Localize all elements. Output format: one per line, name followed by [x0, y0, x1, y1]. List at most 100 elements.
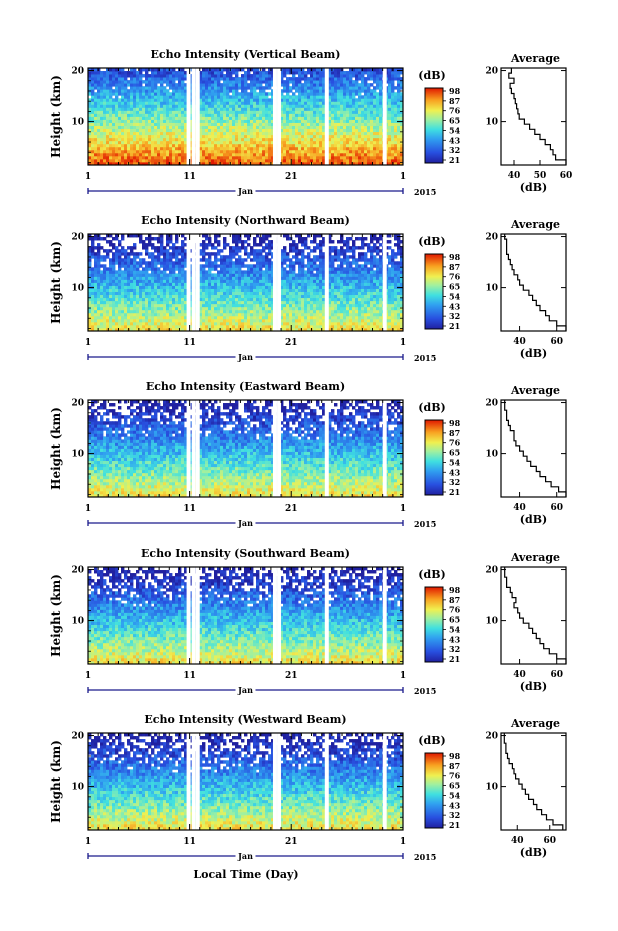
- heatmap-cell: [337, 104, 341, 108]
- heatmap-cell: [316, 86, 320, 90]
- heatmap-cell: [283, 288, 287, 292]
- heatmap-cell: [364, 95, 368, 99]
- heatmap-cell: [244, 89, 248, 93]
- heatmap-cell: [205, 110, 209, 114]
- heatmap-cell: [259, 149, 263, 154]
- heatmap-cell: [151, 71, 155, 75]
- heatmap-cell: [214, 288, 218, 292]
- heatmap-cell: [319, 324, 323, 329]
- heatmap-cell: [112, 315, 116, 320]
- heatmap-cell: [376, 152, 380, 157]
- heatmap-cell: [235, 303, 239, 308]
- heatmap-cell: [229, 321, 233, 326]
- heatmap-cell: [358, 155, 362, 160]
- heatmap-cell: [328, 146, 332, 151]
- heatmap-cell: [349, 149, 353, 154]
- heatmap-cell: [223, 327, 227, 332]
- heatmap-cell: [247, 122, 251, 126]
- heatmap-cell: [376, 125, 380, 130]
- heatmap-cell: [145, 98, 149, 102]
- heatmap-cell: [97, 300, 101, 305]
- heatmap-cell: [280, 134, 284, 139]
- heatmap-cell: [154, 303, 158, 308]
- heatmap-cell: [217, 71, 221, 75]
- heatmap-cell: [241, 146, 245, 151]
- heatmap-cell: [229, 149, 233, 154]
- heatmap-cell: [211, 71, 215, 75]
- heatmap-cell: [235, 107, 239, 111]
- heatmap-cell: [337, 315, 341, 320]
- heatmap-cell: [343, 291, 347, 296]
- heatmap-cell: [397, 113, 401, 117]
- heatmap-cell: [94, 104, 98, 108]
- heatmap-cell: [397, 137, 401, 142]
- heatmap-cell: [232, 86, 236, 90]
- heatmap-cell: [238, 318, 242, 323]
- heatmap-cell: [214, 68, 218, 72]
- heatmap-cell: [268, 131, 272, 136]
- heatmap-cell: [133, 303, 137, 308]
- heatmap-cell: [271, 327, 275, 332]
- heatmap-cell: [148, 92, 152, 96]
- heatmap-cell: [136, 110, 140, 114]
- heatmap-cell: [133, 107, 137, 111]
- heatmap-cell: [358, 95, 362, 99]
- heatmap-cell: [280, 83, 284, 87]
- heatmap-cell: [316, 107, 320, 111]
- heatmap-cell: [226, 297, 230, 302]
- heatmap-cell: [334, 318, 338, 323]
- heatmap-cell: [142, 107, 146, 111]
- heatmap-cell: [379, 155, 383, 160]
- heatmap-cell: [121, 143, 125, 148]
- heatmap-cell: [253, 288, 257, 292]
- heatmap-cell: [109, 318, 113, 323]
- heatmap-cell: [394, 110, 398, 114]
- heatmap-cell: [103, 143, 107, 148]
- heatmap-cell: [166, 288, 170, 292]
- heatmap-cell: [97, 146, 101, 151]
- heatmap-cell: [328, 288, 332, 292]
- heatmap-cell: [124, 92, 128, 96]
- heatmap-cell: [256, 107, 260, 111]
- heatmap-cell: [94, 71, 98, 75]
- heatmap-cell: [328, 294, 332, 299]
- heatmap-cell: [259, 89, 263, 93]
- heatmap-cell: [169, 155, 173, 160]
- heatmap-cell: [289, 71, 293, 75]
- heatmap-cell: [361, 312, 365, 317]
- heatmap-cell: [370, 140, 374, 145]
- heatmap-cell: [307, 303, 311, 308]
- heatmap-cell: [220, 291, 224, 296]
- heatmap-cell: [214, 86, 218, 90]
- heatmap-cell: [388, 303, 392, 308]
- heatmap-cell: [358, 137, 362, 142]
- heatmap-cell: [211, 303, 215, 308]
- heatmap-cell: [319, 125, 323, 130]
- heatmap-cell: [88, 104, 92, 108]
- heatmap-cell: [349, 312, 353, 317]
- heatmap-cell: [172, 101, 176, 105]
- heatmap-cell: [343, 155, 347, 160]
- heatmap-cell: [400, 131, 404, 136]
- heatmap-cell: [271, 83, 275, 87]
- heatmap-cell: [163, 125, 167, 130]
- heatmap-cell: [235, 77, 239, 81]
- heatmap-cell: [97, 318, 101, 323]
- heatmap-cell: [370, 119, 374, 123]
- heatmap-cell: [271, 80, 275, 84]
- heatmap-cell: [247, 134, 251, 139]
- heatmap-cell: [334, 113, 338, 117]
- heatmap-cell: [109, 116, 113, 120]
- heatmap-cell: [307, 143, 311, 148]
- heatmap-cell: [106, 137, 110, 142]
- heatmap-cell: [319, 110, 323, 114]
- heatmap-cell: [376, 155, 380, 160]
- heatmap-cell: [271, 125, 275, 130]
- heatmap-cell: [286, 77, 290, 81]
- heatmap-cell: [361, 149, 365, 154]
- heatmap-cell: [292, 101, 296, 105]
- heatmap-cell: [115, 149, 119, 154]
- heatmap-cell: [379, 110, 383, 114]
- heatmap-cell: [388, 158, 392, 163]
- heatmap-cell: [184, 312, 188, 317]
